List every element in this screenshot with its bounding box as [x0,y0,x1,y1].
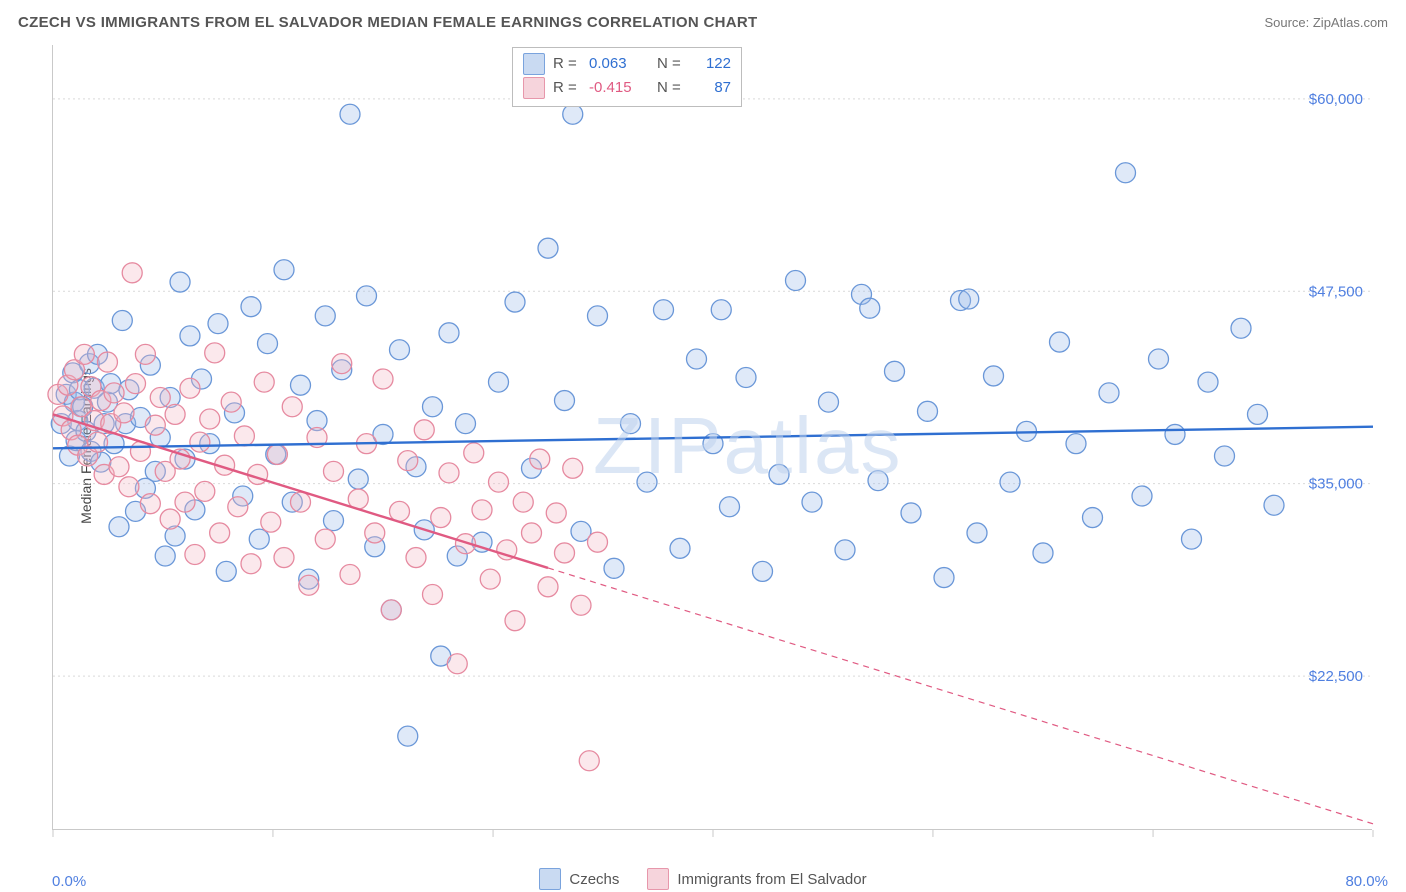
legend-R-label: R = [553,76,581,100]
legend-R-label: R = [553,52,581,76]
legend-label: Czechs [569,871,619,888]
legend-swatch [523,77,545,99]
legend-swatch [647,868,669,890]
legend-swatch [523,53,545,75]
legend-swatch [539,868,561,890]
legend-stat-row: R = 0.063 N = 122 [523,52,731,76]
legend-N-value: 122 [693,52,731,76]
svg-text:$35,000: $35,000 [1309,476,1363,493]
legend-N-label: N = [657,52,685,76]
legend-R-value: 0.063 [589,52,649,76]
legend-stat-row: R = -0.415 N = 87 [523,76,731,100]
legend-series: Czechs Immigrants from El Salvador [0,868,1406,890]
legend-R-value: -0.415 [589,76,649,100]
svg-text:$60,000: $60,000 [1309,91,1363,108]
chart-svg: $22,500 $35,000 $47,500 $60,000 [53,45,1372,829]
legend-item: Immigrants from El Salvador [647,868,866,890]
source-label: Source: ZipAtlas.com [1264,15,1388,30]
svg-text:$47,500: $47,500 [1309,283,1363,300]
header: CZECH VS IMMIGRANTS FROM EL SALVADOR MED… [18,14,1388,31]
chart-title: CZECH VS IMMIGRANTS FROM EL SALVADOR MED… [18,14,757,31]
legend-item: Czechs [539,868,619,890]
plot-area: $22,500$35,000$47,500$60,000 ZIPatlas [52,45,1372,830]
legend-N-label: N = [657,76,685,100]
legend-label: Immigrants from El Salvador [677,871,866,888]
svg-text:$22,500: $22,500 [1309,668,1363,685]
legend-stats: R = 0.063 N = 122 R = -0.415 N = 87 [512,47,742,107]
legend-N-value: 87 [693,76,731,100]
